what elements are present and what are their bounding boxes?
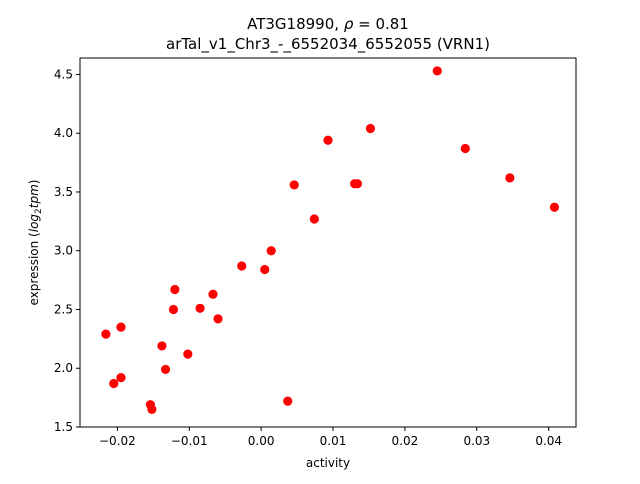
data-point — [109, 378, 119, 389]
data-points — [101, 66, 560, 414]
x-tick-label: 0.04 — [535, 434, 562, 448]
data-point — [549, 202, 560, 212]
data-point — [147, 404, 157, 414]
data-point — [432, 66, 442, 76]
data-point — [168, 304, 179, 315]
data-point — [260, 264, 270, 275]
x-axis-label: activity — [306, 456, 350, 470]
x-tick-label: 0.01 — [320, 434, 347, 448]
x-tick-label: 0.02 — [392, 434, 419, 448]
axis-ticks: −0.02 −0.01 0.00 0.01 0.02 0.03 0.04 1.5 2.0 2.5 3… — [54, 67, 562, 448]
y-tick-label: 4.5 — [54, 67, 73, 81]
x-tick-label: −0.01 — [171, 434, 208, 448]
y-tick-label: 2.5 — [54, 302, 73, 316]
data-point — [365, 123, 376, 134]
y-tick-label: 3.5 — [54, 185, 73, 199]
chart-title-line1: AT3G18990, ρ = 0.81 — [247, 15, 409, 33]
y-tick-label: 2.0 — [54, 361, 73, 375]
data-point — [283, 396, 293, 406]
data-point — [170, 284, 180, 295]
y-axis-label: expression (log2tpm) — [27, 180, 44, 306]
x-tick-label: −0.02 — [99, 434, 136, 448]
data-point — [352, 179, 363, 189]
data-point — [101, 329, 111, 339]
data-point — [309, 214, 319, 224]
data-point — [289, 180, 299, 190]
data-point — [116, 373, 126, 383]
chart-title-line2: arTal_v1_Chr3_-_6552034_6552055 (VRN1) — [166, 35, 490, 54]
data-point — [208, 289, 218, 299]
data-point — [460, 143, 470, 154]
data-point — [266, 246, 276, 256]
y-tick-label: 1.5 — [54, 420, 73, 434]
data-point — [195, 303, 205, 313]
x-tick-label: 0.00 — [248, 434, 275, 448]
y-tick-label: 4.0 — [54, 126, 73, 140]
y-tick-label: 3.0 — [54, 244, 73, 258]
data-point — [323, 135, 333, 145]
data-point — [213, 314, 223, 324]
data-point — [160, 364, 171, 375]
data-point — [237, 261, 247, 271]
data-point — [157, 341, 167, 351]
data-point — [116, 322, 126, 332]
data-point — [183, 349, 193, 359]
plot-frame — [79, 57, 577, 428]
x-tick-label: 0.03 — [463, 434, 490, 448]
data-point — [505, 173, 515, 183]
